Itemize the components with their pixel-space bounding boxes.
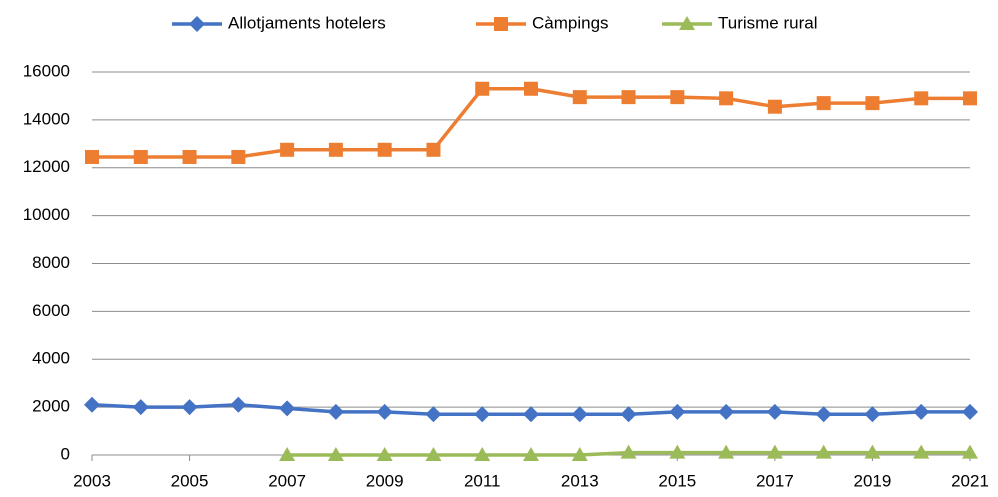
data-point — [279, 400, 296, 417]
data-point — [133, 149, 148, 164]
data-point — [719, 91, 734, 106]
data-point — [279, 447, 296, 461]
legend-marker — [494, 17, 508, 31]
legend-marker — [679, 16, 695, 30]
data-point — [962, 444, 978, 459]
data-point — [718, 403, 735, 420]
data-point — [572, 90, 587, 105]
x-tick-label: 2019 — [854, 471, 892, 490]
data-point — [669, 444, 686, 459]
data-point — [84, 396, 100, 413]
data-point — [963, 91, 977, 106]
data-point — [864, 444, 881, 459]
data-point — [718, 444, 735, 459]
series-line — [92, 87, 970, 159]
y-tick-label: 4000 — [32, 349, 70, 368]
y-tick-label: 16000 — [23, 61, 70, 80]
data-point — [913, 444, 930, 459]
x-tick-label: 2009 — [366, 471, 404, 490]
data-point — [524, 81, 538, 96]
legend-label: Càmpings — [532, 13, 609, 32]
data-point — [962, 403, 978, 420]
data-point — [670, 90, 685, 105]
data-point — [280, 142, 295, 157]
data-point — [85, 149, 99, 164]
data-point — [913, 403, 930, 420]
x-tick-label: 2005 — [171, 471, 209, 490]
data-point — [474, 406, 491, 423]
data-point — [132, 399, 149, 416]
legend-label: Turisme rural — [718, 13, 818, 32]
data-point — [376, 403, 393, 420]
y-tick-label: 12000 — [23, 157, 70, 176]
data-point — [182, 149, 197, 164]
data-point — [474, 447, 491, 461]
y-tick-label: 10000 — [23, 205, 70, 224]
data-point — [621, 90, 636, 105]
x-tick-label: 2021 — [951, 471, 989, 490]
data-point — [766, 403, 783, 420]
data-point — [864, 406, 881, 423]
data-point — [426, 142, 441, 157]
y-tick-label: 6000 — [32, 301, 70, 320]
data-point — [230, 396, 247, 413]
data-point — [816, 96, 831, 111]
data-point — [523, 406, 539, 423]
y-tick-label: 8000 — [32, 253, 70, 272]
data-point — [327, 403, 344, 420]
data-point — [620, 444, 637, 459]
data-point — [571, 406, 588, 423]
data-point — [475, 81, 490, 96]
legend-label: Allotjaments hotelers — [228, 13, 386, 32]
data-point — [181, 399, 198, 416]
data-point — [376, 447, 393, 461]
y-tick-label: 14000 — [23, 109, 70, 128]
x-tick-label: 2003 — [73, 471, 111, 490]
data-point — [327, 447, 344, 461]
x-tick-label: 2015 — [658, 471, 696, 490]
x-tick-label: 2007 — [268, 471, 306, 490]
legend-marker — [189, 16, 205, 32]
data-point — [815, 444, 832, 459]
y-tick-label: 0 — [61, 444, 70, 463]
data-point — [865, 96, 880, 111]
data-point — [231, 149, 246, 164]
data-point — [620, 406, 637, 423]
data-point — [425, 406, 442, 423]
data-point — [766, 444, 783, 459]
data-point — [571, 447, 588, 461]
data-point — [377, 142, 392, 157]
data-point — [767, 99, 782, 114]
data-point — [815, 406, 832, 423]
data-point — [914, 91, 929, 106]
x-tick-label: 2011 — [464, 471, 501, 490]
data-point — [669, 403, 686, 420]
data-point — [523, 447, 539, 461]
x-tick-label: 2017 — [756, 471, 794, 490]
x-tick-label: 2013 — [561, 471, 599, 490]
y-tick-label: 2000 — [32, 397, 70, 416]
data-point — [425, 447, 442, 461]
data-point — [328, 142, 343, 157]
